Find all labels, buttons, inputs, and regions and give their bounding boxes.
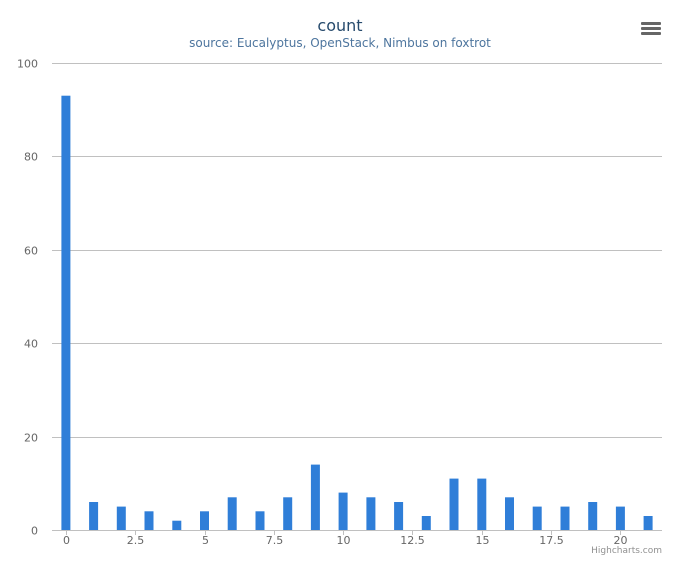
bar[interactable]	[588, 502, 598, 530]
bar[interactable]	[144, 511, 154, 530]
bar[interactable]	[532, 506, 542, 530]
x-tick-label: 0	[63, 534, 70, 547]
x-tick-label: 5	[202, 534, 209, 547]
chart-title: count	[317, 16, 363, 35]
bar[interactable]	[643, 516, 653, 530]
x-tick-label: 20	[614, 534, 628, 547]
y-axis: 0 20 40 60 80 100	[17, 58, 38, 538]
menu-icon	[641, 22, 661, 25]
bar[interactable]	[477, 478, 487, 530]
y-tick-label: 80	[24, 151, 38, 164]
bar[interactable]	[421, 516, 431, 530]
bar[interactable]	[560, 506, 570, 530]
grid-lines	[52, 63, 662, 531]
bar[interactable]	[338, 492, 348, 530]
bar[interactable]	[615, 506, 625, 530]
y-tick-label: 100	[17, 58, 38, 71]
credits-link[interactable]: Highcharts.com	[591, 546, 662, 556]
y-tick-label: 60	[24, 245, 38, 258]
x-tick-label: 7.5	[266, 534, 284, 547]
bar[interactable]	[283, 497, 293, 530]
x-tick-label: 12.5	[400, 534, 425, 547]
bar[interactable]	[449, 478, 459, 530]
x-tick-label: 17.5	[539, 534, 564, 547]
y-tick-label: 40	[24, 338, 38, 351]
bar[interactable]	[116, 506, 126, 530]
bar[interactable]	[310, 464, 320, 530]
y-tick-label: 20	[24, 432, 38, 445]
bar[interactable]	[61, 95, 71, 530]
x-axis: 0 2.5 5 7.5 10 12.5 15 17.5 20	[52, 530, 662, 547]
x-tick-label: 15	[476, 534, 490, 547]
bar[interactable]	[505, 497, 514, 530]
bar[interactable]	[255, 511, 265, 530]
context-menu-button[interactable]	[639, 19, 663, 41]
chart-subtitle: source: Eucalyptus, OpenStack, Nimbus on…	[189, 36, 491, 50]
bar[interactable]	[366, 497, 376, 530]
bar[interactable]	[394, 502, 404, 530]
bar[interactable]	[200, 511, 209, 530]
bar-series	[61, 95, 653, 530]
x-tick-label: 10	[337, 534, 351, 547]
bar[interactable]	[172, 520, 182, 530]
bar[interactable]	[227, 497, 237, 530]
x-tick-label: 2.5	[127, 534, 145, 547]
bar[interactable]	[89, 502, 99, 530]
y-tick-label: 0	[31, 525, 38, 538]
